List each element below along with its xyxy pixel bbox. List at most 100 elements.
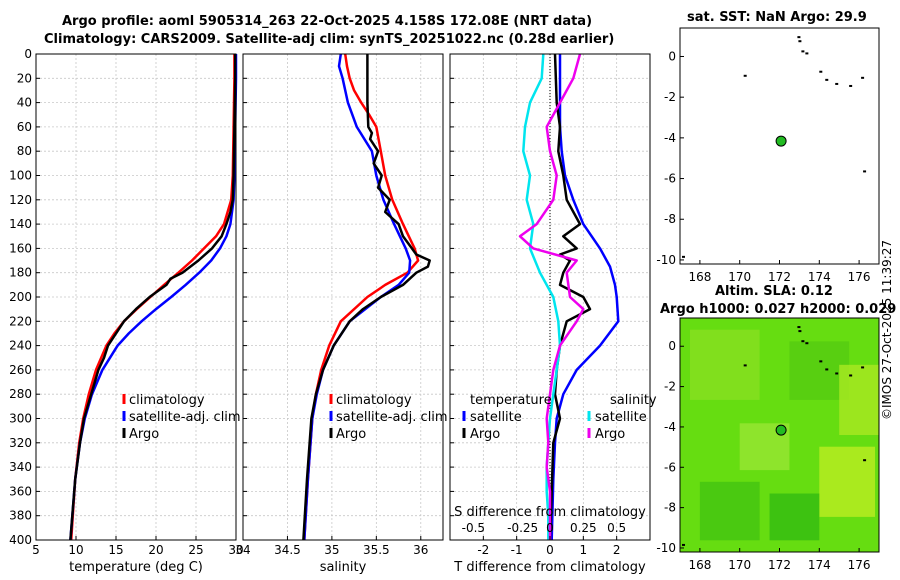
- sla-map-ytick-label: -8: [664, 501, 676, 515]
- sla-map-island: [743, 364, 747, 367]
- sst-map-island: [849, 84, 853, 87]
- sst-map-float-marker: [775, 135, 787, 147]
- sst-map-xtick-label: 170: [728, 270, 751, 284]
- sla-map-xtick-label: 174: [808, 558, 831, 572]
- sla-map-island: [819, 360, 823, 363]
- diff-legend-temp-title: temperature: [470, 393, 552, 408]
- temperature-xlabel: temperature (deg C): [69, 560, 203, 575]
- sla-field-patch: [839, 364, 879, 435]
- depth-tick-label: 340: [9, 460, 32, 474]
- salinity-xtick-label: 34: [235, 543, 250, 557]
- sla-map-island: [681, 543, 685, 546]
- sla-field-patch: [699, 481, 760, 541]
- salinity-plot: [242, 53, 444, 541]
- salinity-xlabel: salinity: [320, 560, 367, 575]
- depth-tick-label: 320: [9, 436, 32, 450]
- sst-map-island: [835, 82, 839, 85]
- difference-series-s-argo: [518, 53, 585, 540]
- sst-map-ytick-label: -6: [664, 172, 676, 186]
- sla-map-island: [825, 368, 829, 371]
- temperature-series-argo: [69, 54, 237, 541]
- sst-map-island: [861, 76, 865, 79]
- depth-tick-label: 220: [9, 314, 32, 328]
- sla-map-island: [863, 459, 867, 462]
- sla-map-xtick-label: 172: [768, 558, 791, 572]
- salinity-legend-label: Argo: [336, 427, 366, 442]
- depth-tick-label: 400: [9, 533, 32, 547]
- sla-map-title-line2: Argo h1000: 0.027 h2000: 0.029: [660, 302, 897, 317]
- depth-tick-label: 260: [9, 363, 32, 377]
- salinity-legend-label: satellite-adj. clim: [336, 410, 448, 425]
- sla-map-xtick-label: 168: [688, 558, 711, 572]
- sla-map-island: [805, 342, 809, 345]
- depth-tick-label: 140: [9, 217, 32, 231]
- depth-tick-label: 380: [9, 509, 32, 523]
- sst-map-island: [681, 255, 685, 258]
- sst-map-island: [798, 40, 802, 43]
- difference-series-t-argo: [548, 53, 592, 541]
- sla-map-ytick-label: -4: [664, 420, 676, 434]
- sst-map-island: [797, 36, 801, 39]
- depth-tick-label: 20: [17, 71, 32, 85]
- sla-map-ytick-label: -6: [664, 460, 676, 474]
- depth-tick-label: 0: [24, 47, 32, 61]
- temperature-legend-label: Argo: [129, 427, 159, 442]
- salinity-xtick-label: 36: [413, 543, 428, 557]
- depth-tick-label: 60: [17, 120, 32, 134]
- difference-xtick-label: 0: [546, 543, 554, 557]
- sst-map-ytick-label: -8: [664, 212, 676, 226]
- sst-map-ytick-label: -10: [656, 253, 676, 267]
- difference-xtick-label: 2: [613, 543, 621, 557]
- sst-map-island: [743, 74, 747, 77]
- salinity-xtick-label: 34.5: [274, 543, 301, 557]
- salinity-legend-label: climatology: [336, 393, 412, 408]
- depth-tick-label: 200: [9, 290, 32, 304]
- depth-tick-label: 40: [17, 96, 32, 110]
- sla-map-ytick-label: 0: [668, 339, 676, 353]
- sla-map-island: [798, 330, 802, 333]
- salinity-series-argo: [302, 54, 431, 541]
- sla-map-island: [797, 326, 801, 329]
- difference-xlabel: T difference from climatology: [453, 560, 646, 575]
- sst-map-xtick-label: 176: [848, 270, 871, 284]
- salinity-diff-tick-label: -0.5: [462, 521, 485, 535]
- sla-map-title-line1: Altim. SLA: 0.12: [715, 284, 833, 299]
- diff-legend-sal-label: satellite: [595, 410, 647, 425]
- sst-map-island: [801, 50, 805, 53]
- salinity-xtick-label: 35: [324, 543, 339, 557]
- sst-map-xtick-label: 168: [688, 270, 711, 284]
- sst-map: [679, 27, 880, 265]
- salinity-diff-tick-label: 0.5: [607, 521, 626, 535]
- sla-map-island: [861, 366, 865, 369]
- sla-map-island: [849, 374, 853, 377]
- diff-xlabel-top: S difference from climatology: [454, 505, 646, 520]
- sst-map-island: [819, 70, 823, 73]
- temperature-xtick-label: 20: [148, 543, 163, 557]
- sla-map-island: [835, 372, 839, 375]
- depth-tick-label: 360: [9, 484, 32, 498]
- sla-map-xtick-label: 176: [848, 558, 871, 572]
- salinity-xtick-label: 35.5: [363, 543, 390, 557]
- temperature-xtick-label: 15: [108, 543, 123, 557]
- temperature-legend-label: climatology: [129, 393, 205, 408]
- sst-map-ytick-label: -2: [664, 90, 676, 104]
- difference-plot: [449, 53, 651, 541]
- difference-series-t-satellite: [550, 54, 620, 541]
- difference-xtick-label: 1: [580, 543, 588, 557]
- copyright-label: ©IMOS 27-Oct-2025 11:39:27: [880, 239, 894, 420]
- difference-xtick-label: -2: [477, 543, 489, 557]
- sst-map-island: [805, 52, 809, 55]
- sst-map-ytick-label: 0: [668, 49, 676, 63]
- temperature-xtick-label: 30: [228, 543, 243, 557]
- sla-map-island: [801, 340, 805, 343]
- sla-field-patch: [769, 493, 820, 541]
- temperature-xtick-label: 10: [68, 543, 83, 557]
- sst-map-title: sat. SST: NaN Argo: 29.9: [687, 10, 867, 25]
- salinity-series-climatology: [303, 53, 420, 541]
- sla-map-float-marker: [775, 424, 787, 436]
- salinity-diff-tick-label: -0.25: [507, 521, 538, 535]
- sst-map-xtick-label: 172: [768, 270, 791, 284]
- depth-tick-label: 80: [17, 144, 32, 158]
- sst-map-ytick-label: -4: [664, 131, 676, 145]
